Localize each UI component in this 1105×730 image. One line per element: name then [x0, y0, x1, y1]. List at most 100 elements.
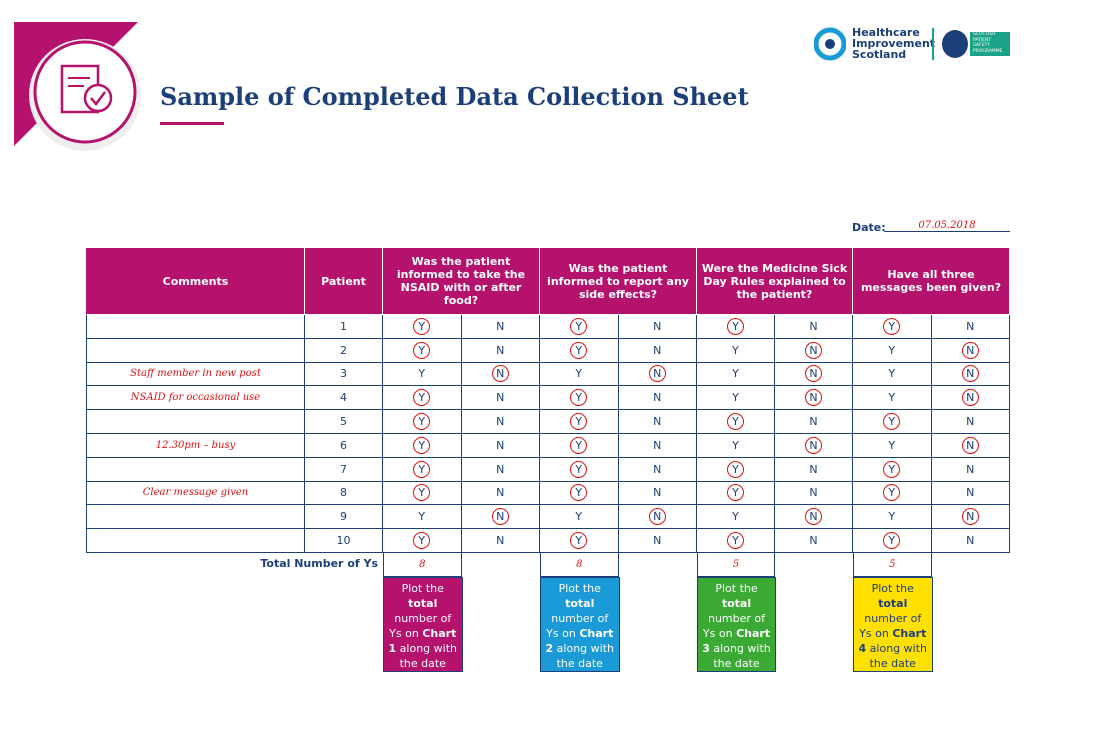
- option: N: [648, 365, 666, 383]
- comment-cell: [86, 505, 305, 530]
- option: Y: [888, 343, 896, 357]
- option: Y: [413, 317, 431, 335]
- patient-cell: 10: [305, 529, 383, 553]
- option: N: [496, 415, 505, 429]
- patient-cell: 2: [305, 338, 383, 363]
- plot-text: Chart 3: [702, 627, 771, 655]
- plot-text: number of Ys on: [859, 612, 922, 640]
- option: N: [496, 343, 505, 357]
- option: Y: [883, 460, 901, 478]
- option: N: [653, 415, 662, 429]
- option: Y: [570, 317, 588, 335]
- answer-cell: N: [618, 481, 697, 506]
- hi-logo-text: Healthcare Improvement Scotland: [852, 27, 935, 60]
- answer-cell: Y: [540, 386, 619, 411]
- answer-cell: Y: [383, 410, 462, 434]
- answer-cell: N: [775, 529, 853, 553]
- plot-text: total: [878, 597, 908, 610]
- header-cell: Have all three messages been given?: [853, 248, 1010, 315]
- logo-line: PROGRAMME: [973, 48, 1003, 54]
- spsp-logo-text: SCOTTISH PATIENT SAFETY PROGRAMME: [970, 32, 1010, 56]
- answer-cell: Y: [383, 457, 462, 482]
- option: Y: [888, 438, 896, 452]
- total-cell: 8: [540, 553, 619, 577]
- option: Y: [575, 367, 583, 381]
- plot-text: along with the date: [709, 642, 771, 670]
- answer-cell: N: [618, 529, 697, 553]
- comment-cell: [86, 315, 305, 339]
- answer-cell: N: [775, 505, 853, 530]
- answer-cell: Y: [853, 386, 932, 411]
- answer-cell: N: [775, 386, 853, 411]
- title: Sample of Completed Data Collection Shee…: [160, 82, 749, 111]
- option: N: [809, 462, 818, 476]
- hi-logo-mark: [814, 27, 846, 61]
- answer-cell: Y: [383, 505, 462, 530]
- option: N: [966, 534, 975, 548]
- answer-cell: Y: [540, 505, 619, 530]
- answer-cell: Y: [853, 505, 932, 530]
- spsp-mark: [942, 30, 968, 58]
- answer-cell: N: [618, 315, 697, 339]
- patient-cell: 3: [305, 362, 383, 387]
- answer-cell: N: [461, 315, 540, 339]
- plot-text: Chart 2: [545, 627, 614, 655]
- answer-cell: N: [618, 505, 697, 530]
- option: N: [809, 486, 818, 500]
- plot-text: number of Ys on: [702, 612, 766, 640]
- title-underline: [160, 122, 224, 125]
- logo-line: Healthcare: [852, 26, 920, 39]
- option: Y: [570, 532, 588, 550]
- plot-box: Plot the total number of Ys on Chart 3 a…: [697, 577, 776, 672]
- plot-box: Plot the total number of Ys on Chart 1 a…: [383, 577, 463, 672]
- option: N: [653, 343, 662, 357]
- plot-text: total: [408, 597, 438, 610]
- answer-cell: Y: [383, 434, 462, 458]
- plot-text: total: [565, 597, 595, 610]
- option: Y: [883, 317, 901, 335]
- option: Y: [888, 510, 896, 524]
- comment-cell: 12.30pm – busy: [86, 434, 305, 458]
- answer-cell: N: [931, 386, 1010, 411]
- plot-text: Plot the: [715, 582, 758, 595]
- option: N: [809, 534, 818, 548]
- option: Y: [888, 367, 896, 381]
- comment-cell: Staff member in new post: [86, 362, 305, 387]
- answer-cell: Y: [540, 410, 619, 434]
- patient-cell: 4: [305, 386, 383, 411]
- logo-line: Scotland: [852, 48, 907, 61]
- comment: NSAID for occasional use: [130, 392, 261, 404]
- answer-cell: Y: [697, 410, 775, 434]
- comment-cell: [86, 410, 305, 434]
- answer-cell: Y: [697, 457, 775, 482]
- answer-cell: N: [461, 386, 540, 411]
- plot-text: along with the date: [553, 642, 614, 670]
- answer-cell: N: [618, 338, 697, 363]
- plot-text: number of Ys on: [389, 612, 452, 640]
- answer-cell: N: [461, 338, 540, 363]
- answer-cell: N: [775, 315, 853, 339]
- option: Y: [727, 413, 744, 431]
- header-cell: Was the patient informed to report any s…: [540, 248, 697, 315]
- answer-cell: Y: [540, 481, 619, 506]
- comment: Clear message given: [142, 487, 249, 499]
- comment-cell: [86, 529, 305, 553]
- option: Y: [575, 510, 583, 524]
- total-label: Total Number of Ys: [260, 557, 378, 570]
- answer-cell: Y: [540, 338, 619, 363]
- option: N: [805, 341, 822, 359]
- option: N: [961, 365, 979, 383]
- option: N: [805, 436, 822, 454]
- option: Y: [732, 438, 739, 452]
- comment-cell: [86, 338, 305, 363]
- patient-cell: 1: [305, 315, 383, 339]
- option: Y: [727, 317, 744, 335]
- answer-cell: Y: [697, 529, 775, 553]
- option: N: [496, 534, 505, 548]
- answer-cell: Y: [697, 315, 775, 339]
- option: N: [961, 508, 979, 526]
- option: N: [961, 389, 979, 407]
- comment: 12.30pm – busy: [155, 439, 236, 451]
- header-cell: Was the patient informed to take the NSA…: [383, 248, 540, 315]
- option: N: [496, 438, 505, 452]
